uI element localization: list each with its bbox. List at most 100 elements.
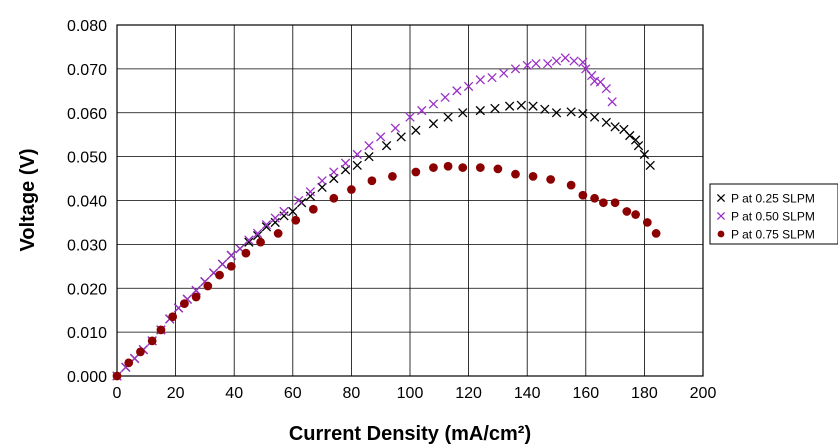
- data-point: [411, 167, 421, 177]
- y-tick-label: 0.060: [67, 106, 107, 123]
- data-point: [429, 163, 438, 172]
- legend-marker: [717, 230, 725, 238]
- legend-box: [709, 183, 838, 245]
- data-point: [273, 229, 283, 238]
- data-point: [226, 261, 236, 271]
- data-point: [112, 371, 122, 381]
- grid-lines: [116, 24, 704, 377]
- series-3: [112, 161, 661, 381]
- data-point: [156, 325, 166, 335]
- data-point: [458, 108, 468, 118]
- data-point: [569, 56, 579, 66]
- data-point: [458, 163, 468, 172]
- data-point: [390, 123, 401, 133]
- data-point: [428, 119, 439, 129]
- legend-marker: [716, 211, 726, 221]
- data-point: [610, 198, 620, 208]
- data-point: [261, 222, 272, 232]
- data-point: [136, 347, 145, 357]
- data-point: [352, 160, 362, 171]
- data-point: [443, 112, 453, 122]
- data-point: [511, 169, 520, 179]
- data-point: [566, 180, 576, 190]
- data-point: [329, 173, 339, 184]
- y-tick-label: 0.000: [67, 369, 107, 386]
- legend: P at 0.25 SLPM P at 0.50 SLPM P at 0.75 SL…: [709, 183, 838, 245]
- x-tick-label: 0: [113, 385, 122, 402]
- data-point: [578, 190, 588, 200]
- data-point: [452, 86, 462, 96]
- legend-label: P at 0.75 SLPM: [731, 228, 815, 242]
- legend-label: P at 0.25 SLPM: [731, 192, 815, 206]
- data-point: [651, 229, 661, 238]
- data-point: [294, 195, 304, 206]
- data-point: [411, 125, 421, 135]
- data-point: [352, 149, 362, 160]
- data-point: [630, 135, 641, 145]
- data-point: [475, 163, 485, 172]
- data-point: [191, 285, 201, 296]
- data-point: [217, 259, 228, 269]
- data-point: [317, 176, 327, 186]
- data-point: [168, 312, 178, 322]
- data-point: [531, 58, 541, 69]
- data-point: [405, 112, 415, 122]
- data-point: [516, 100, 526, 110]
- data-point: [475, 75, 485, 85]
- data-point: [625, 130, 635, 141]
- data-point: [291, 215, 301, 225]
- data-point: [590, 193, 599, 203]
- data-point: [631, 210, 640, 219]
- data-point: [270, 213, 280, 223]
- data-point: [566, 107, 576, 117]
- data-point: [367, 176, 377, 186]
- data-point: [226, 250, 236, 261]
- data-point: [261, 219, 272, 230]
- x-tick-labels: 0 20 40 60 80 100 120 140 160 180 200: [113, 385, 717, 402]
- data-point: [244, 237, 254, 247]
- data-point: [499, 68, 509, 78]
- y-tick-label: 0.070: [67, 62, 107, 79]
- data-point: [329, 167, 339, 177]
- data-point: [599, 198, 608, 208]
- data-point: [589, 112, 600, 122]
- y-tick-label: 0.030: [67, 237, 107, 254]
- data-point: [191, 292, 201, 302]
- data-point: [510, 64, 521, 74]
- x-tick-label: 100: [397, 385, 424, 402]
- x-tick-label: 40: [225, 385, 243, 402]
- series-layer: [112, 53, 661, 381]
- data-point: [252, 228, 263, 239]
- y-tick-label: 0.050: [67, 150, 107, 167]
- data-point: [440, 92, 450, 103]
- data-point: [256, 237, 265, 247]
- data-point: [244, 235, 254, 245]
- data-point: [396, 132, 406, 142]
- data-point: [305, 191, 316, 201]
- data-point: [241, 248, 251, 258]
- data-point: [622, 207, 632, 216]
- data-point: [540, 104, 550, 114]
- data-point: [317, 182, 327, 192]
- data-point: [364, 140, 374, 151]
- data-point: [124, 358, 134, 368]
- data-point: [475, 105, 485, 116]
- legend-label: P at 0.50 SLPM: [731, 210, 815, 224]
- x-tick-label: 80: [343, 385, 361, 402]
- data-point: [587, 70, 597, 81]
- data-point: [215, 270, 224, 280]
- legend-marker: [716, 193, 726, 203]
- data-point: [578, 57, 588, 67]
- data-point: [308, 204, 318, 214]
- data-point: [417, 105, 427, 116]
- data-point: [180, 299, 189, 308]
- data-point: [147, 336, 157, 346]
- data-point: [493, 164, 503, 174]
- data-point: [203, 281, 213, 291]
- y-axis-label: Voltage (V): [17, 149, 39, 252]
- x-tick-label: 140: [514, 385, 541, 402]
- x-axis-label: Current Density (mA/cm²): [289, 423, 531, 445]
- data-point: [329, 193, 339, 203]
- data-point: [288, 206, 298, 217]
